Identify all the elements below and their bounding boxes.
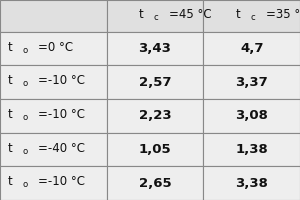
Text: =35 °C: =35 °C [266,8,300,21]
Text: 2,65: 2,65 [139,177,171,190]
Text: o: o [23,113,28,122]
Bar [0,0,106,32]
Bar [106,32,203,65]
Text: =45 °C: =45 °C [169,8,212,21]
Text: 3,08: 3,08 [235,109,268,122]
Text: t: t [8,175,12,188]
Bar [0,133,106,166]
Text: 2,23: 2,23 [139,109,171,122]
Bar [0,32,106,65]
Text: t: t [8,41,12,54]
Text: t: t [138,8,143,21]
Bar [203,0,300,32]
Bar [106,65,203,99]
Text: 1,38: 1,38 [235,143,268,156]
Bar [106,133,203,166]
Text: t: t [8,142,12,155]
Text: =-10 °C: =-10 °C [38,175,85,188]
Text: t: t [8,108,12,121]
Bar [203,65,300,99]
Text: o: o [23,147,28,156]
Text: t: t [8,74,12,87]
Bar [203,99,300,133]
Text: 2,57: 2,57 [139,76,171,89]
Bar [203,133,300,166]
Text: c: c [250,13,255,22]
Text: t: t [235,8,240,21]
Bar [0,99,106,133]
Text: o: o [23,79,28,88]
Text: =-10 °C: =-10 °C [38,108,85,121]
Bar [0,65,106,99]
Text: c: c [154,13,158,22]
Bar [0,166,106,200]
Bar [203,32,300,65]
Text: o: o [23,180,28,189]
Text: 4,7: 4,7 [240,42,263,55]
Text: 3,43: 3,43 [139,42,171,55]
Bar [106,99,203,133]
Text: 1,05: 1,05 [139,143,171,156]
Text: 3,37: 3,37 [235,76,268,89]
Bar [106,166,203,200]
Text: =0 °C: =0 °C [38,41,73,54]
Text: 3,38: 3,38 [235,177,268,190]
Text: =-40 °C: =-40 °C [38,142,85,155]
Bar [203,166,300,200]
Text: o: o [23,46,28,55]
Bar [106,0,203,32]
Text: =-10 °C: =-10 °C [38,74,85,87]
